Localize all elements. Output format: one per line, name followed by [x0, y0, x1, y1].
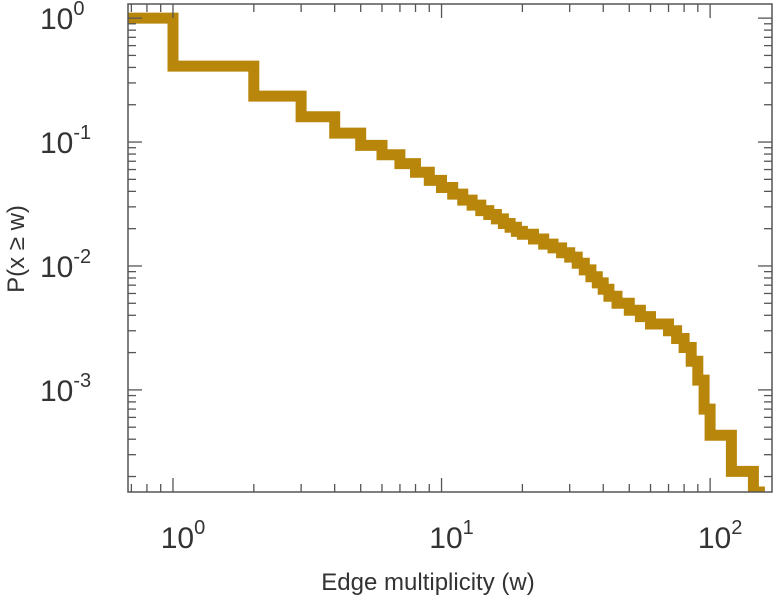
tick-labels: 100 101 102 100 10-1 10-2 10-3 — [40, 0, 742, 555]
y-tick-label: 100 — [40, 0, 85, 36]
plot-frame — [127, 3, 773, 493]
x-tick-label: 102 — [698, 517, 743, 555]
tick-marks — [128, 4, 772, 492]
y-tick-label: 10-1 — [40, 122, 91, 160]
x-tick-label: 100 — [161, 517, 206, 555]
y-tick-label: 10-2 — [40, 246, 91, 284]
y-tick-label: 10-3 — [40, 370, 91, 408]
plot-area — [127, 3, 773, 493]
x-tick-label: 101 — [429, 517, 474, 555]
x-axis-label: Edge multiplicity (w) — [321, 569, 534, 596]
series-line-0 — [128, 12, 765, 492]
y-axis-label: P(x ≥ w) — [3, 205, 30, 293]
